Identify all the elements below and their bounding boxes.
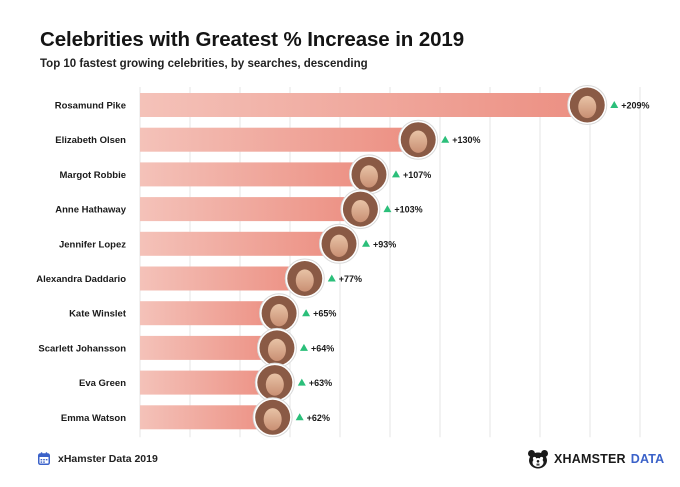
value-label: +107% <box>403 170 431 180</box>
celebrity-photo-marker <box>340 189 381 230</box>
bar <box>140 231 340 256</box>
up-arrow-icon <box>297 378 306 386</box>
bar <box>140 370 275 395</box>
photo-face <box>267 338 286 362</box>
celebrity-photo-marker <box>256 327 297 368</box>
photo-face <box>295 269 314 292</box>
source-note: xHamster Data 2019 <box>38 452 158 465</box>
celebrity-photo-marker <box>252 397 293 438</box>
value-label: +103% <box>394 205 422 215</box>
celebrity-photo-marker <box>284 258 325 299</box>
bar <box>140 301 280 326</box>
bar <box>140 197 361 222</box>
value-label: +77% <box>339 274 362 284</box>
calendar-icon <box>38 452 50 465</box>
up-arrow-icon <box>295 413 304 421</box>
category-label: Emma Watson <box>61 413 126 424</box>
up-arrow-icon <box>610 101 619 108</box>
value-label: +64% <box>311 343 334 353</box>
chart-subtitle: Top 10 fastest growing celebrities, by s… <box>40 58 368 70</box>
logo-brand-text: XHAMSTER <box>554 452 626 466</box>
bars <box>140 93 588 430</box>
bar <box>140 335 277 360</box>
celebrity-photo-marker <box>319 223 360 264</box>
category-label: Elizabeth Olsen <box>55 135 126 146</box>
brand-logo[interactable]: XHAMSTER DATA <box>527 449 664 469</box>
celebrity-photo-marker <box>254 362 295 403</box>
photo-face <box>263 408 282 431</box>
photo-face <box>409 130 428 153</box>
value-label: +209% <box>621 101 649 111</box>
category-label: Rosamund Pike <box>55 101 126 112</box>
photo-face <box>265 373 284 396</box>
celebrity-photo-marker <box>567 85 608 125</box>
logo-accent-text: DATA <box>630 452 665 466</box>
photo-face <box>330 234 349 257</box>
value-labels: +209% +130% +107% +103% +93% +77% +65% +64% +63%… <box>295 101 650 423</box>
value-label: +93% <box>373 239 396 249</box>
celebrity-photo-marker <box>259 293 300 334</box>
bar <box>140 127 419 152</box>
value-label: +63% <box>309 378 332 388</box>
category-label: Jennifer Lopez <box>59 239 126 250</box>
category-label: Alexandra Daddario <box>36 274 126 285</box>
category-label: Scarlett Johansson <box>38 343 126 354</box>
category-label: Margot Robbie <box>60 170 127 181</box>
photo-face <box>359 165 378 188</box>
celebrity-photo-marker <box>398 119 439 160</box>
value-label: +62% <box>307 413 330 423</box>
bar <box>140 162 369 187</box>
category-labels: Rosamund Pike Elizabeth Olsen Margot Robbi… <box>36 101 127 424</box>
hamster-logo-icon <box>528 450 548 469</box>
bar <box>140 405 273 430</box>
up-arrow-icon <box>327 274 336 282</box>
category-label: Anne Hathaway <box>55 205 126 216</box>
value-label: +130% <box>452 135 480 145</box>
bar <box>140 93 588 117</box>
photo-face <box>351 199 370 223</box>
up-arrow-icon <box>302 309 311 317</box>
photo-markers <box>252 85 608 438</box>
celebrity-photo-marker <box>348 154 389 195</box>
value-label: +65% <box>313 309 336 319</box>
chart-title: Celebrities with Greatest % Increase in … <box>40 28 465 51</box>
up-arrow-icon <box>383 205 392 213</box>
bar <box>140 266 305 291</box>
photo-face <box>270 304 289 327</box>
up-arrow-icon <box>441 135 450 143</box>
up-arrow-icon <box>362 239 371 247</box>
up-arrow-icon <box>391 170 400 178</box>
source-label: xHamster Data 2019 <box>58 452 158 465</box>
up-arrow-icon <box>299 343 308 351</box>
category-label: Eva Green <box>79 378 126 389</box>
category-label: Kate Winslet <box>69 309 127 320</box>
photo-face <box>578 95 597 119</box>
